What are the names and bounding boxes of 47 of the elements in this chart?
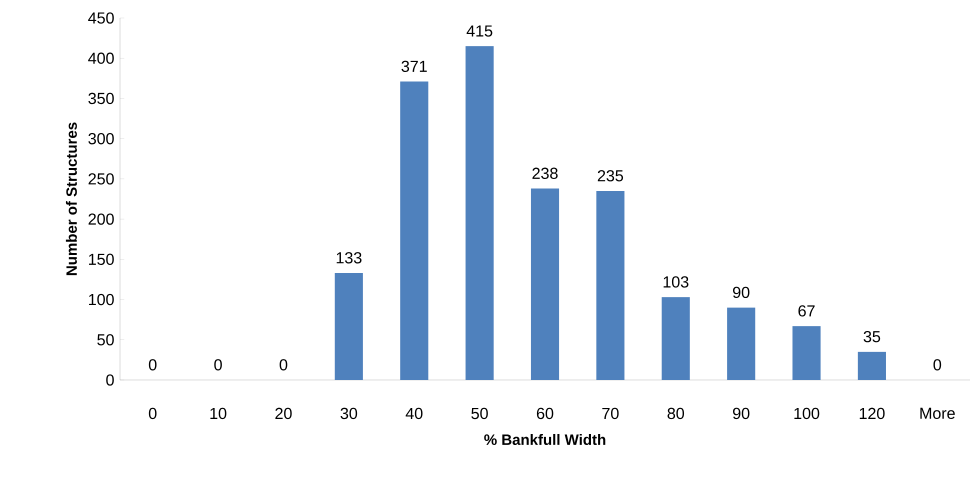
data-label: 238 (532, 168, 558, 179)
data-label: 0 (214, 359, 222, 370)
y-tick-label: 100 (89, 294, 114, 306)
bar (466, 46, 494, 380)
data-label: 133 (336, 252, 362, 264)
bar (662, 297, 690, 380)
data-label: 415 (466, 25, 492, 37)
y-tick-label: 350 (88, 92, 114, 104)
x-tick-label: 20 (275, 408, 292, 420)
y-tick-label: 150 (89, 254, 114, 265)
y-tick-label: 400 (88, 52, 114, 64)
bar (858, 352, 886, 380)
bar (792, 326, 821, 380)
data-label: 371 (402, 60, 427, 72)
y-axis-title: Number of Structures (66, 122, 77, 276)
data-label: 67 (798, 305, 815, 317)
bar (530, 188, 560, 380)
y-tick-label: 250 (88, 173, 114, 185)
bar (400, 82, 428, 380)
x-tick-label: 40 (406, 408, 422, 420)
data-label: 0 (280, 359, 288, 370)
x-tick-label: More (920, 408, 955, 419)
x-tick-label: 60 (536, 408, 554, 420)
x-axis-title: % Bankfull Width (484, 434, 606, 445)
y-tick-label: 200 (88, 213, 114, 225)
data-label: 90 (733, 286, 750, 298)
x-tick-label: 90 (733, 408, 750, 420)
y-tick-label: 50 (97, 334, 114, 346)
y-tick-label: 450 (88, 12, 114, 24)
data-label: 0 (933, 359, 942, 370)
y-tick-label: 0 (106, 374, 114, 386)
data-label: 103 (664, 276, 688, 288)
x-tick-label: 50 (471, 408, 488, 420)
x-tick-label: 80 (668, 408, 684, 420)
data-label: 235 (598, 170, 624, 182)
x-tick-label: 30 (340, 408, 358, 420)
x-tick-label: 100 (794, 408, 820, 420)
bar (334, 272, 363, 380)
x-tick-label: 10 (210, 408, 226, 420)
x-tick-label: 120 (860, 408, 885, 420)
bar (596, 190, 624, 380)
bar (727, 308, 756, 380)
x-tick-label: 0 (148, 408, 157, 420)
x-tick-label: 70 (602, 408, 619, 420)
data-label: 0 (148, 359, 157, 370)
data-label: 35 (864, 330, 880, 342)
y-tick-label: 300 (88, 133, 114, 144)
